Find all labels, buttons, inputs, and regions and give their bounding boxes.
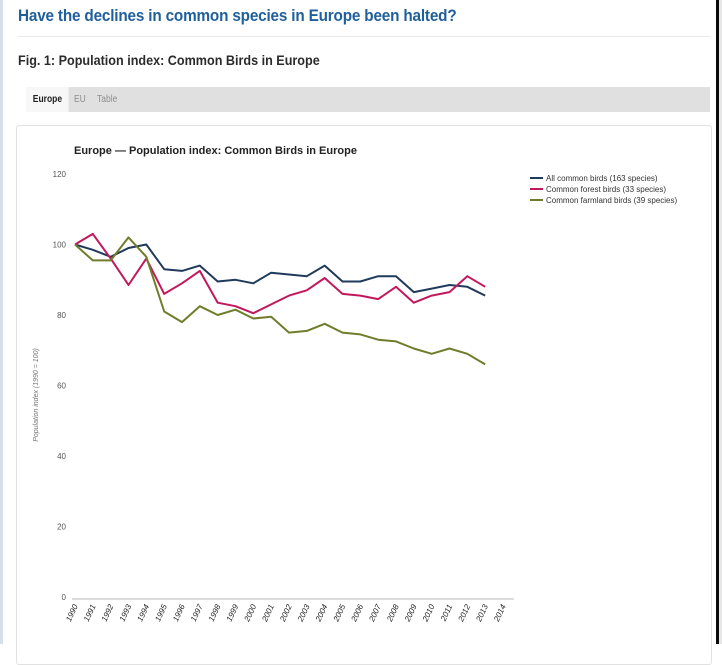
x-tick-label: 1994 bbox=[135, 603, 151, 623]
heading-divider bbox=[18, 36, 710, 37]
y-tick-label: 0 bbox=[62, 593, 67, 602]
chart-container bbox=[16, 125, 712, 665]
x-tick-label: 1991 bbox=[82, 603, 98, 623]
x-tick-label: 1990 bbox=[64, 603, 80, 623]
x-tick-label: 2003 bbox=[296, 603, 312, 624]
x-tick-label: 2005 bbox=[331, 603, 347, 624]
tab-table[interactable]: Table bbox=[97, 94, 118, 105]
legend-item[interactable]: Common farmland birds (39 species) bbox=[546, 196, 677, 205]
x-tick-label: 2013 bbox=[474, 603, 490, 624]
x-tick-label: 2002 bbox=[278, 603, 294, 624]
x-tick-label: 2012 bbox=[456, 603, 472, 624]
x-tick-label: 1992 bbox=[100, 603, 116, 623]
series-line-0[interactable] bbox=[74, 243, 486, 297]
chart-title: Europe — Population index: Common Birds … bbox=[74, 145, 357, 157]
series-line-2[interactable] bbox=[74, 236, 486, 366]
x-tick-label: 2010 bbox=[420, 603, 436, 624]
x-tick-label: 2006 bbox=[349, 603, 365, 624]
x-tick-label: 2008 bbox=[385, 603, 401, 624]
window-right-border bbox=[716, 0, 719, 644]
x-tick-label: 2011 bbox=[438, 603, 454, 623]
series-line-1[interactable] bbox=[74, 232, 486, 315]
window-right-edge bbox=[719, 0, 722, 644]
figure-title: Fig. 1: Population index: Common Birds i… bbox=[18, 52, 320, 68]
x-tick-label: 2001 bbox=[260, 603, 276, 624]
x-tick-label: 1996 bbox=[171, 603, 187, 623]
y-tick-label: 80 bbox=[57, 311, 66, 320]
y-axis-label: Population index (1990 = 100) bbox=[33, 348, 40, 442]
window-left-edge bbox=[0, 0, 3, 644]
tab-eu[interactable]: EU bbox=[74, 94, 86, 105]
x-tick-label: 2009 bbox=[403, 603, 419, 624]
x-tick-label: 1997 bbox=[189, 603, 205, 623]
y-tick-label: 40 bbox=[57, 452, 66, 461]
y-tick-label: 100 bbox=[53, 241, 67, 250]
x-tick-label: 1998 bbox=[207, 603, 223, 623]
legend-item[interactable]: Common forest birds (33 species) bbox=[546, 185, 666, 194]
x-tick-label: 1993 bbox=[118, 603, 134, 623]
y-tick-label: 20 bbox=[57, 523, 66, 532]
y-tick-label: 120 bbox=[53, 170, 67, 179]
x-tick-label: 2014 bbox=[492, 603, 508, 624]
legend-item[interactable]: All common birds (163 species) bbox=[546, 174, 658, 183]
line-chart: Europe — Population index: Common Birds … bbox=[33, 145, 677, 624]
y-tick-label: 60 bbox=[57, 382, 66, 391]
x-tick-label: 1999 bbox=[225, 603, 241, 623]
tab-europe[interactable]: Europe bbox=[26, 87, 69, 112]
x-tick-label: 2007 bbox=[367, 603, 383, 624]
x-tick-label: 2000 bbox=[242, 603, 258, 624]
x-tick-label: 2004 bbox=[313, 603, 329, 624]
page-heading: Have the declines in common species in E… bbox=[18, 6, 457, 25]
tab-bar: Europe EU Table bbox=[26, 87, 710, 112]
x-tick-label: 1995 bbox=[153, 603, 169, 623]
